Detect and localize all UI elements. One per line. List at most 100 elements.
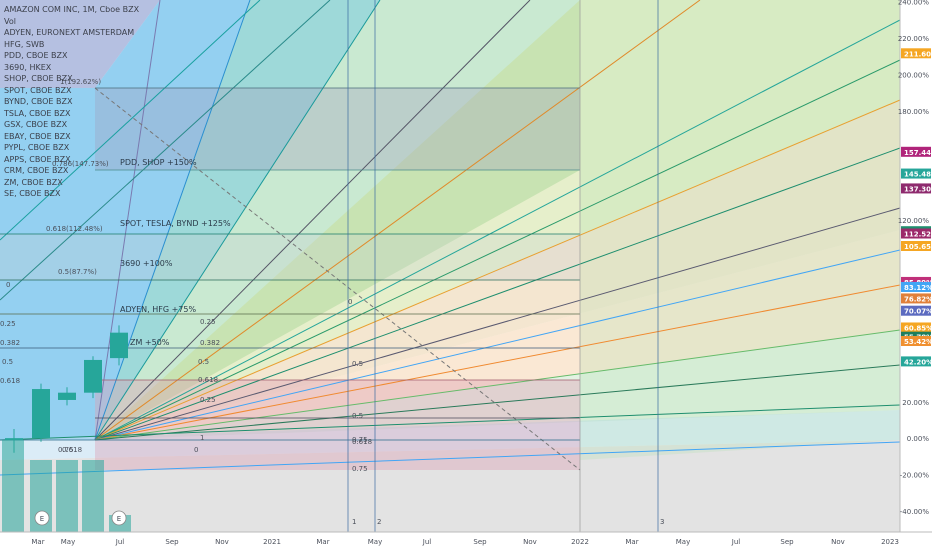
legend-item[interactable]: EBAY, CBOE BZX bbox=[4, 131, 71, 141]
fib-label-19: 0.5 bbox=[352, 360, 363, 368]
series-badge-1 bbox=[901, 146, 931, 157]
candle-body-3 bbox=[84, 359, 102, 393]
series-badge-9 bbox=[901, 293, 931, 304]
fan-line-16 bbox=[0, 0, 261, 241]
x-tick-label-15: Sep bbox=[780, 538, 794, 546]
y-tick-label-6: 0.00% bbox=[907, 435, 930, 443]
legend-item[interactable]: SHOP, CBOE BZX bbox=[4, 74, 73, 83]
y-tick-label-0: 240.00% bbox=[898, 0, 929, 7]
legend-item[interactable]: SPOT, CBOE BZX bbox=[4, 85, 72, 95]
fib-label-25: 2 bbox=[377, 518, 381, 526]
fan-line-9 bbox=[94, 207, 901, 441]
y-tick-label-7: -20.00% bbox=[900, 472, 930, 480]
series-badge-label-0: 211.60% bbox=[904, 50, 932, 58]
x-tick-label-1: May bbox=[61, 538, 75, 546]
annotation-spot-tesla-bynd: SPOT, TESLA, BYND +125% bbox=[120, 219, 231, 228]
x-tick-label-6: Mar bbox=[316, 538, 329, 546]
legend-item[interactable]: PYPL, CBOE BZX bbox=[4, 143, 70, 152]
legend-item[interactable]: GSX, CBOE BZX bbox=[4, 120, 68, 129]
fib-label-20: 0.618 bbox=[62, 446, 82, 454]
legend-item[interactable]: TSLA, CBOE BZX bbox=[4, 108, 71, 118]
fan-line-11 bbox=[94, 284, 901, 441]
series-badge-3 bbox=[901, 183, 931, 194]
series-badge-7 bbox=[901, 276, 931, 287]
fan-line-17 bbox=[0, 0, 331, 301]
fib-label-3: 0.5(87.7%) bbox=[58, 268, 97, 276]
legend-item[interactable]: BYND, CBOE BZX bbox=[4, 97, 73, 106]
fib-label-7: 0.5 bbox=[2, 358, 13, 366]
y-tick-label-3: 180.00% bbox=[898, 108, 929, 116]
fan-line-0 bbox=[94, 0, 161, 441]
candle-body-4 bbox=[110, 332, 128, 359]
candle-body-0 bbox=[5, 438, 23, 441]
legend-item[interactable]: APPS, CBOE BZX bbox=[4, 154, 71, 164]
fan-line-5 bbox=[94, 19, 901, 441]
series-badge-10 bbox=[901, 305, 931, 316]
legend-item[interactable]: 3690, HKEX bbox=[4, 62, 52, 72]
legend-item[interactable]: SE, CBOE BZX bbox=[4, 189, 61, 198]
legend-item[interactable]: CRM, CBOE BZX bbox=[4, 166, 69, 175]
series-badge-6 bbox=[901, 240, 931, 251]
annotation-3690: 3690 +100% bbox=[120, 259, 173, 268]
earnings-marker-label-1: E bbox=[117, 515, 121, 523]
y-tick-label-1: 220.00% bbox=[898, 35, 929, 43]
fib-label-18: 0 bbox=[194, 446, 198, 454]
fan-region-8 bbox=[0, 410, 900, 460]
earnings-marker-1 bbox=[111, 510, 127, 526]
y-axis-panel bbox=[900, 0, 932, 532]
fan-region-3 bbox=[95, 0, 580, 440]
y-tick-label-2: 200.00% bbox=[898, 71, 929, 79]
series-badge-label-13: 53.42% bbox=[904, 338, 932, 346]
series-badge-8 bbox=[901, 281, 931, 292]
legend-item[interactable]: ZM, CBOE BZX bbox=[4, 177, 63, 187]
fib-label-6: 0.382 bbox=[0, 339, 20, 347]
fib-label-12: 0.618 bbox=[198, 376, 218, 384]
fan-line-8 bbox=[94, 147, 901, 441]
fib-label-21: 0.75 bbox=[352, 436, 368, 444]
legend-item[interactable]: HFG, SWB bbox=[4, 39, 45, 49]
series-badge-13 bbox=[901, 335, 931, 346]
legend-item[interactable]: PDD, CBOE BZX bbox=[4, 51, 68, 60]
x-tick-label-10: Nov bbox=[523, 538, 537, 546]
series-badge-0 bbox=[901, 48, 931, 59]
fan-region-4 bbox=[95, 0, 900, 440]
fib-label-11: 0.25 bbox=[200, 396, 216, 404]
legend-item[interactable]: AMAZON COM INC, 1M, Cboe BZX bbox=[4, 5, 140, 14]
fib-label-2: 0.618(112.48%) bbox=[46, 225, 103, 233]
x-tick-label-7: May bbox=[368, 538, 382, 546]
y-tick-label-4: 120.00% bbox=[898, 217, 929, 225]
fan-region-9 bbox=[0, 440, 900, 550]
candle-body-2 bbox=[58, 392, 76, 400]
x-tick-label-12: Mar bbox=[625, 538, 638, 546]
series-badge-label-9: 76.82% bbox=[904, 295, 932, 303]
x-tick-label-11: 2022 bbox=[571, 538, 589, 546]
fib-label-10: 0.5 bbox=[198, 358, 209, 366]
fib-band-upper bbox=[95, 88, 580, 170]
x-tick-label-17: 2023 bbox=[881, 538, 899, 546]
series-badge-label-2: 145.48% bbox=[904, 171, 932, 179]
fib-label-9: 0.75 bbox=[58, 446, 74, 454]
x-tick-label-14: Jul bbox=[731, 538, 741, 546]
y-tick-label-5: 20.00% bbox=[902, 399, 929, 407]
earnings-marker-label-0: E bbox=[40, 515, 44, 523]
series-badge-label-8: 83.12% bbox=[904, 284, 932, 292]
annotation-adyen-hfg: ADYEN, HFG +75% bbox=[120, 305, 197, 314]
fib-label-1: 0.786(147.73%) bbox=[52, 160, 109, 168]
dashed-trendline bbox=[94, 87, 581, 471]
legend-item[interactable]: Vol bbox=[4, 16, 16, 26]
series-badge-label-6: 105.65% bbox=[904, 243, 932, 251]
fib-label-26: 3 bbox=[660, 518, 664, 526]
fan-line-7 bbox=[94, 99, 901, 441]
series-badge-11 bbox=[901, 322, 931, 333]
fib-label-8: 0.618 bbox=[0, 377, 20, 385]
legend-item[interactable]: ADYEN, EURONEXT AMSTERDAM bbox=[4, 28, 135, 37]
series-badge-14 bbox=[901, 356, 931, 367]
candle-body-1 bbox=[32, 389, 50, 439]
x-tick-label-3: Sep bbox=[165, 538, 179, 546]
fan-region-0 bbox=[0, 0, 160, 88]
fib-label-23: 1 bbox=[200, 434, 204, 442]
fib-label-15: 0.618 bbox=[352, 438, 372, 446]
x-tick-label-8: Jul bbox=[422, 538, 432, 546]
